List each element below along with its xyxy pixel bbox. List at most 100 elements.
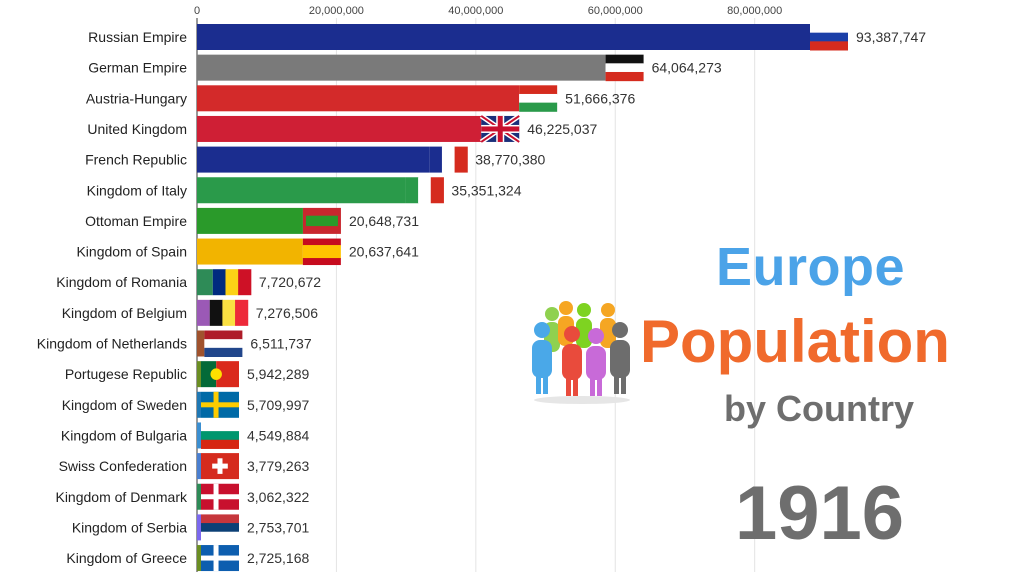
country-label: Kingdom of Belgium	[62, 305, 187, 321]
bar	[197, 361, 201, 388]
bar-group	[197, 207, 341, 234]
flag-icon	[212, 269, 252, 296]
country-label: Kingdom of Denmark	[55, 489, 188, 505]
value-label: 38,770,380	[475, 152, 545, 168]
value-label: 20,637,641	[349, 244, 419, 260]
value-label: 51,666,376	[565, 90, 635, 106]
flag-icon	[201, 453, 239, 480]
bar-group	[197, 113, 521, 145]
value-label: 4,549,884	[247, 427, 309, 443]
bar-group	[197, 177, 444, 204]
flag-icon	[201, 483, 239, 510]
country-label: German Empire	[88, 60, 187, 76]
flag-icon	[429, 146, 468, 173]
bar	[197, 422, 201, 449]
country-label: Austria-Hungary	[86, 90, 187, 106]
bar-group	[197, 54, 644, 82]
x-tick-label: 40,000,000	[448, 5, 503, 17]
value-label: 7,276,506	[256, 305, 318, 321]
value-label: 7,720,672	[259, 274, 321, 290]
country-label: Swiss Confederation	[59, 458, 187, 474]
bar-group	[197, 146, 468, 173]
bar	[197, 514, 201, 541]
bar-group	[197, 545, 239, 572]
x-tick-label: 60,000,000	[588, 5, 643, 17]
flag-icon	[405, 177, 444, 204]
flag-icon	[209, 299, 249, 326]
flag-icon	[479, 113, 521, 145]
country-label: United Kingdom	[87, 121, 187, 137]
flag-icon	[605, 54, 644, 82]
bar	[197, 330, 205, 357]
bar-group	[197, 299, 249, 326]
x-tick-label: 80,000,000	[727, 5, 782, 17]
bar	[197, 391, 201, 418]
value-label: 20,648,731	[349, 213, 419, 229]
flag-icon	[204, 330, 243, 357]
bar	[197, 85, 520, 112]
value-label: 6,511,737	[250, 336, 311, 352]
value-label: 5,709,997	[247, 397, 309, 413]
flag-icon	[201, 514, 239, 541]
flag-icon	[302, 238, 341, 266]
bar	[197, 453, 201, 480]
flag-icon	[201, 391, 239, 418]
bar-group	[197, 361, 239, 388]
people-group-icon	[532, 301, 630, 404]
bar-group	[197, 330, 243, 357]
bar-group	[197, 391, 239, 418]
bar	[197, 177, 406, 204]
bar	[197, 146, 430, 173]
x-tick-label: 0	[194, 5, 200, 17]
country-label: Kingdom of Sweden	[62, 397, 187, 413]
bar-group	[197, 514, 239, 541]
year-label: 1916	[735, 471, 905, 556]
bar-group	[197, 483, 239, 510]
country-label: Russian Empire	[88, 29, 187, 45]
value-label: 46,225,037	[527, 121, 597, 137]
flag-icon	[201, 422, 239, 449]
bar	[197, 238, 303, 265]
bar	[197, 207, 303, 234]
country-label: Ottoman Empire	[85, 213, 187, 229]
flag-icon	[519, 85, 558, 112]
bar-group	[197, 85, 558, 112]
bar-group	[197, 422, 239, 449]
bar-group	[197, 238, 341, 266]
x-tick-label: 20,000,000	[309, 5, 364, 17]
bar	[197, 24, 810, 50]
bar	[197, 269, 213, 296]
bar	[197, 299, 210, 326]
value-label: 64,064,273	[652, 60, 722, 76]
value-label: 93,387,747	[856, 29, 926, 45]
country-label: Portugese Republic	[65, 366, 187, 382]
bar	[197, 545, 201, 572]
country-label: Kingdom of Bulgaria	[61, 427, 187, 443]
country-label: French Republic	[85, 152, 187, 168]
bar	[197, 54, 606, 81]
flag-icon	[201, 361, 239, 388]
bar-group	[197, 453, 239, 480]
bar	[197, 483, 201, 510]
country-label: Kingdom of Greece	[66, 550, 187, 566]
country-label: Kingdom of Italy	[87, 182, 187, 198]
bar-group	[197, 269, 252, 296]
country-label: Kingdom of Serbia	[72, 519, 187, 535]
flag-icon	[810, 24, 848, 51]
value-label: 2,753,701	[247, 519, 309, 535]
bar	[197, 115, 482, 142]
value-label: 3,062,322	[247, 489, 309, 505]
country-label: Kingdom of Spain	[76, 244, 187, 260]
title-by-country: by Country	[724, 388, 915, 429]
title-population: Population	[640, 308, 950, 375]
value-label: 5,942,289	[247, 366, 309, 382]
value-label: 2,725,168	[247, 550, 309, 566]
flag-icon	[302, 207, 341, 234]
value-label: 3,779,263	[247, 458, 309, 474]
title-europe: Europe	[716, 237, 906, 297]
flag-icon	[201, 545, 239, 572]
country-label: Kingdom of Netherlands	[37, 336, 187, 352]
bar-group	[197, 24, 848, 51]
value-label: 35,351,324	[451, 182, 521, 198]
